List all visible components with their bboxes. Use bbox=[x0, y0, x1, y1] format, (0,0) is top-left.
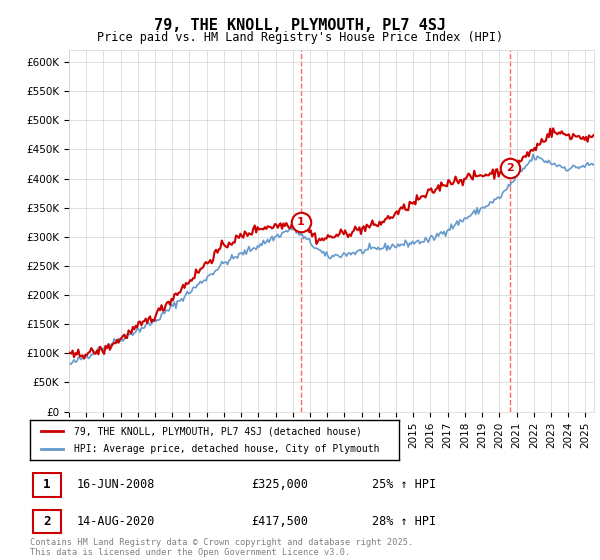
Text: Contains HM Land Registry data © Crown copyright and database right 2025.
This d: Contains HM Land Registry data © Crown c… bbox=[30, 538, 413, 557]
Text: HPI: Average price, detached house, City of Plymouth: HPI: Average price, detached house, City… bbox=[74, 444, 380, 454]
Text: 16-JUN-2008: 16-JUN-2008 bbox=[77, 478, 155, 492]
Text: 1: 1 bbox=[43, 478, 51, 492]
Text: 2: 2 bbox=[506, 164, 514, 174]
Text: 14-AUG-2020: 14-AUG-2020 bbox=[77, 515, 155, 528]
Text: 2: 2 bbox=[43, 515, 51, 528]
Text: 1: 1 bbox=[297, 217, 305, 227]
FancyBboxPatch shape bbox=[33, 473, 61, 497]
Text: £417,500: £417,500 bbox=[251, 515, 308, 528]
Text: 25% ↑ HPI: 25% ↑ HPI bbox=[372, 478, 436, 492]
Text: Price paid vs. HM Land Registry's House Price Index (HPI): Price paid vs. HM Land Registry's House … bbox=[97, 31, 503, 44]
Text: £325,000: £325,000 bbox=[251, 478, 308, 492]
FancyBboxPatch shape bbox=[33, 510, 61, 534]
Text: 79, THE KNOLL, PLYMOUTH, PL7 4SJ (detached house): 79, THE KNOLL, PLYMOUTH, PL7 4SJ (detach… bbox=[74, 426, 362, 436]
Text: 79, THE KNOLL, PLYMOUTH, PL7 4SJ: 79, THE KNOLL, PLYMOUTH, PL7 4SJ bbox=[154, 18, 446, 33]
Text: 28% ↑ HPI: 28% ↑ HPI bbox=[372, 515, 436, 528]
